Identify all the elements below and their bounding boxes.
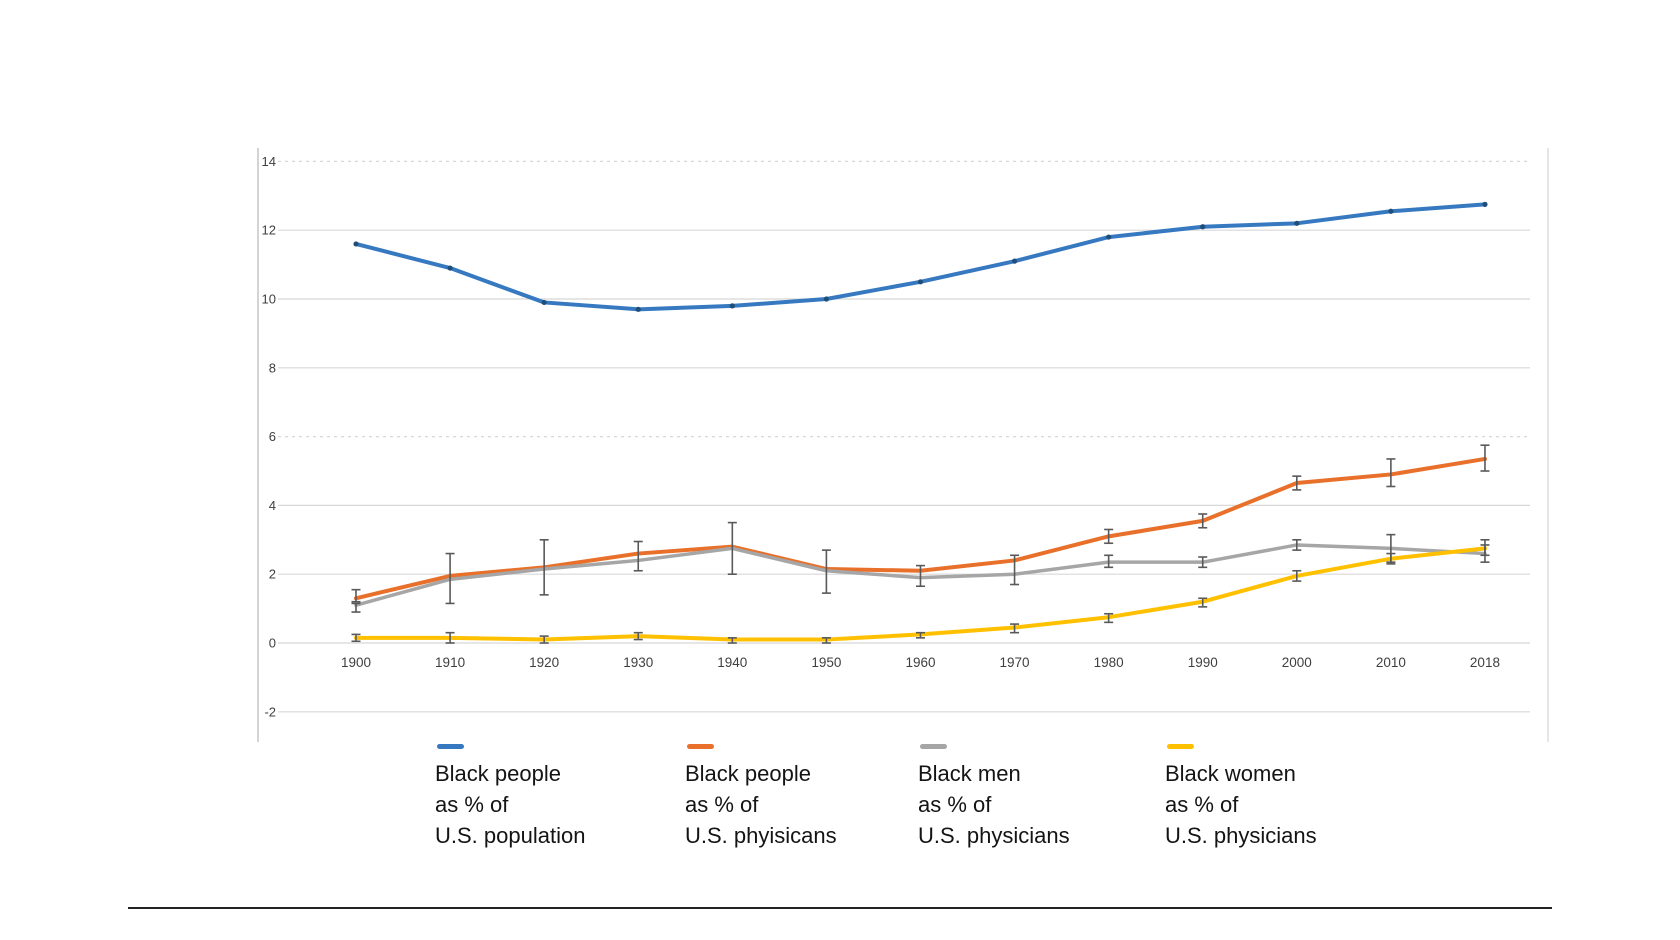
legend-item-black-men-physicians: Black men as % of U.S. physicians — [918, 738, 1070, 851]
legend-swatch-black-physicians — [687, 744, 714, 749]
x-tick-label-1920: 1920 — [529, 655, 559, 670]
x-tick-label-1990: 1990 — [1188, 655, 1218, 670]
chart-legend: Black people as % of U.S. population Bla… — [0, 738, 1680, 873]
data-point-marker — [541, 299, 547, 306]
y-tick-label-8: 8 — [269, 360, 276, 375]
data-point-marker — [729, 303, 735, 309]
legend-swatch-black-men-physicians — [920, 744, 947, 749]
error-bars-black-women-physicians — [351, 538, 1490, 644]
x-axis-tick-labels: 1900 1910 1920 1930 1940 1950 1960 1970 1980 1990… — [341, 655, 1500, 670]
x-tick-label-1900: 1900 — [341, 655, 371, 670]
legend-swatch-black-women-physicians — [1167, 744, 1194, 749]
data-point-marker — [917, 279, 924, 285]
x-tick-label-1950: 1950 — [811, 655, 841, 670]
data-point-marker — [823, 296, 830, 302]
y-tick-label-2: 2 — [269, 567, 276, 582]
series-markers-population — [353, 201, 1488, 312]
series-population — [354, 202, 1487, 312]
x-tick-label-2010: 2010 — [1376, 655, 1406, 670]
series-line-black-women-physicians — [354, 546, 1487, 642]
data-point-marker — [447, 265, 453, 271]
x-tick-label-1910: 1910 — [435, 655, 465, 670]
error-bars-black-men-physicians — [351, 521, 1490, 613]
data-point-marker — [635, 306, 641, 312]
legend-label-black-women-physicians: Black women as % of U.S. physicians — [1165, 761, 1317, 848]
legend-item-black-women-physicians: Black women as % of U.S. physicians — [1165, 738, 1317, 851]
legend-label-population: Black people as % of U.S. population — [435, 761, 586, 848]
x-tick-label-2018: 2018 — [1470, 655, 1500, 670]
legend-label-black-physicians: Black people as % of U.S. phyisicans — [685, 761, 837, 848]
x-tick-label-1960: 1960 — [905, 655, 935, 670]
data-point-marker — [1482, 201, 1488, 207]
gridlines — [278, 160, 1530, 713]
y-axis-tick-labels: 14 12 10 8 6 4 2 0 -2 — [262, 154, 276, 719]
y-tick-label-12: 12 — [262, 223, 276, 238]
data-point-marker — [1011, 258, 1018, 264]
legend-item-black-physicians: Black people as % of U.S. phyisicans — [685, 738, 837, 851]
data-point-marker — [353, 241, 359, 247]
error-bars-black-physicians — [351, 444, 1490, 603]
data-point-marker — [1294, 220, 1300, 226]
series-black-women-physicians — [354, 546, 1487, 642]
y-tick-label-14: 14 — [262, 154, 276, 169]
legend-swatch-population — [437, 744, 464, 749]
y-tick-label-0: 0 — [269, 636, 276, 651]
data-point-marker — [1106, 234, 1112, 240]
bottom-rule — [128, 907, 1552, 909]
series-line-population — [354, 202, 1487, 312]
data-point-marker — [1200, 224, 1206, 230]
legend-item-population: Black people as % of U.S. population — [435, 738, 585, 851]
y-tick-label-6: 6 — [269, 429, 276, 444]
x-tick-label-1930: 1930 — [623, 655, 653, 670]
x-tick-label-1970: 1970 — [1000, 655, 1030, 670]
x-tick-label-1940: 1940 — [717, 655, 747, 670]
x-tick-label-1980: 1980 — [1094, 655, 1124, 670]
legend-label-black-men-physicians: Black men as % of U.S. physicians — [918, 761, 1070, 848]
x-tick-label-2000: 2000 — [1282, 655, 1312, 670]
y-tick-label-10: 10 — [262, 292, 276, 307]
y-tick-label--2: -2 — [264, 704, 276, 719]
y-tick-label-4: 4 — [269, 498, 276, 513]
data-point-marker — [1388, 208, 1394, 214]
